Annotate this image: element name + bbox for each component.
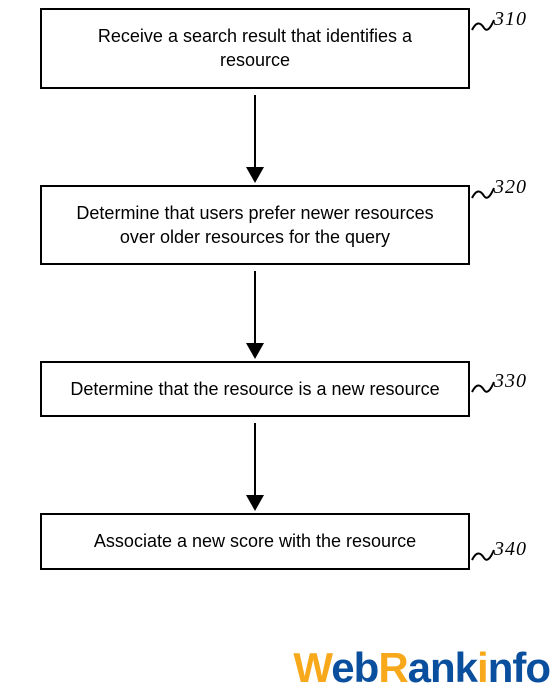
logo-segment: nfo <box>488 644 550 691</box>
logo-segment: W <box>293 644 331 691</box>
step-box-340: Associate a new score with the resource <box>40 513 470 569</box>
arrow-310-320 <box>254 91 256 183</box>
arrow-head-icon <box>246 167 264 183</box>
reference-label-330: 330 <box>494 370 527 393</box>
step-box-320: Determine that users prefer newer resour… <box>40 185 470 266</box>
lead-line-icon <box>470 14 496 36</box>
step-text: Determine that users prefer newer resour… <box>76 203 433 247</box>
arrow-head-icon <box>246 343 264 359</box>
arrow-line <box>254 423 256 497</box>
reference-label-310: 310 <box>494 8 527 31</box>
logo-segment: R <box>378 644 407 691</box>
arrow-330-340 <box>254 419 256 511</box>
step-text: Associate a new score with the resource <box>94 531 416 551</box>
lead-line-icon <box>470 182 496 204</box>
arrow-line <box>254 271 256 345</box>
arrow-head-icon <box>246 495 264 511</box>
step-box-310: Receive a search result that identifies … <box>40 8 470 89</box>
step-text: Determine that the resource is a new res… <box>70 379 439 399</box>
logo-segment: eb <box>331 644 378 691</box>
webrankinfo-logo: WebRankinfo <box>293 644 550 692</box>
reference-label-320: 320 <box>494 176 527 199</box>
step-text: Receive a search result that identifies … <box>98 26 412 70</box>
step-box-330: Determine that the resource is a new res… <box>40 361 470 417</box>
flowchart-column: Receive a search result that identifies … <box>40 8 470 570</box>
arrow-line <box>254 95 256 169</box>
logo-segment: ank <box>408 644 477 691</box>
reference-label-340: 340 <box>494 538 527 561</box>
arrow-320-330 <box>254 267 256 359</box>
lead-line-icon <box>470 544 496 566</box>
lead-line-icon <box>470 376 496 398</box>
logo-segment: i <box>477 644 488 691</box>
